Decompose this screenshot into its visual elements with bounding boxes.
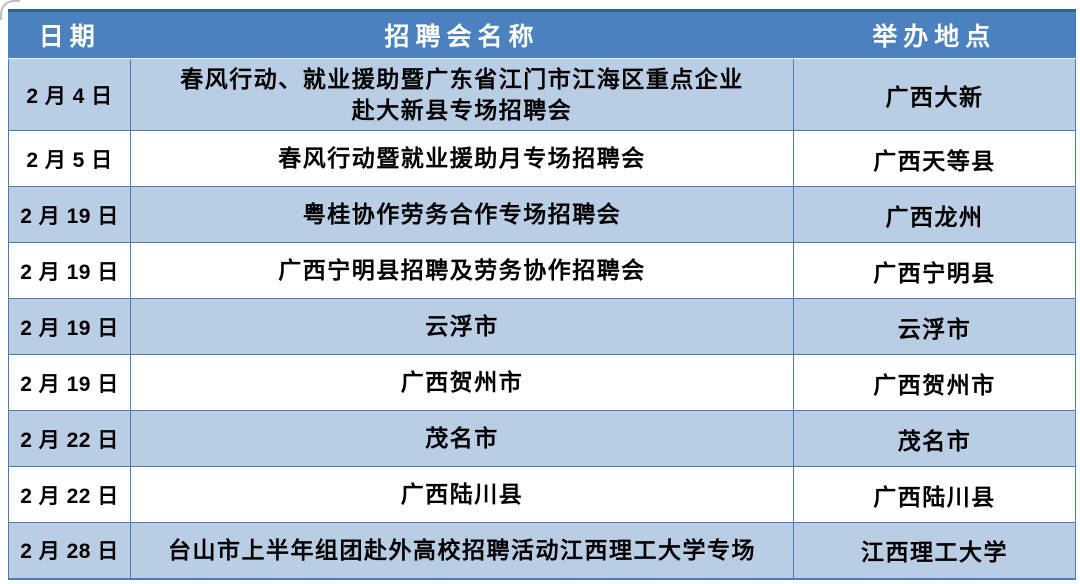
cell-location: 广西贺州市 [793,354,1076,411]
table-header-row: 日期 招聘会名称 举办地点 [8,10,1076,59]
cell-location: 广西大新 [793,58,1076,131]
table-row: 2 月 19 日 粤桂协作劳务合作专场招聘会 广西龙州 [8,186,1076,243]
cell-location: 广西宁明县 [793,242,1076,299]
cell-location: 江西理工大学 [793,522,1076,579]
cell-location: 广西陆川县 [793,466,1076,523]
column-header-date: 日期 [8,10,131,59]
table-row: 2 月 22 日 茂名市 茂名市 [8,410,1076,467]
cell-date: 2 月 22 日 [8,466,131,523]
cell-date: 2 月 19 日 [8,298,131,355]
table-row: 2 月 22 日 广西陆川县 广西陆川县 [8,466,1076,523]
cell-date: 2 月 19 日 [8,186,131,243]
cell-name: 云浮市 [130,298,794,355]
cell-name: 茂名市 [130,410,794,467]
table-row: 2 月 19 日 广西宁明县招聘及劳务协作招聘会 广西宁明县 [8,242,1076,299]
cell-name: 广西宁明县招聘及劳务协作招聘会 [130,242,794,299]
cell-location: 广西龙州 [793,186,1076,243]
job-fair-schedule-table: 日期 招聘会名称 举办地点 2 月 4 日 春风行动、就业援助暨广东省江门市江海… [8,9,1076,580]
cell-name: 广西贺州市 [130,354,794,411]
cell-location: 茂名市 [793,410,1076,467]
column-header-location: 举办地点 [793,10,1076,59]
table-row: 2 月 28 日 台山市上半年组团赴外高校招聘活动江西理工大学专场 江西理工大学 [8,522,1076,579]
cell-date: 2 月 22 日 [8,410,131,467]
cell-location: 云浮市 [793,298,1076,355]
cell-date: 2 月 19 日 [8,354,131,411]
column-header-name: 招聘会名称 [130,10,794,59]
table-row: 2 月 19 日 云浮市 云浮市 [8,298,1076,355]
job-fair-table-container: 日期 招聘会名称 举办地点 2 月 4 日 春风行动、就业援助暨广东省江门市江海… [8,9,1076,580]
cell-name: 春风行动暨就业援助月专场招聘会 [130,130,794,187]
table-row: 2 月 4 日 春风行动、就业援助暨广东省江门市江海区重点企业 赴大新县专场招聘… [8,58,1076,131]
cell-location: 广西天等县 [793,130,1076,187]
cell-date: 2 月 28 日 [8,522,131,579]
cell-name: 广西陆川县 [130,466,794,523]
cell-name: 粤桂协作劳务合作专场招聘会 [130,186,794,243]
table-row: 2 月 5 日 春风行动暨就业援助月专场招聘会 广西天等县 [8,130,1076,187]
cell-date: 2 月 5 日 [8,130,131,187]
cell-name: 台山市上半年组团赴外高校招聘活动江西理工大学专场 [130,522,794,579]
table-row: 2 月 19 日 广西贺州市 广西贺州市 [8,354,1076,411]
cell-date: 2 月 19 日 [8,242,131,299]
cell-date: 2 月 4 日 [8,58,131,131]
cell-name: 春风行动、就业援助暨广东省江门市江海区重点企业 赴大新县专场招聘会 [130,58,794,131]
